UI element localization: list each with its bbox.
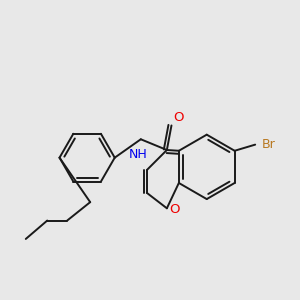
Text: Br: Br	[262, 138, 276, 151]
Text: O: O	[173, 111, 184, 124]
Text: NH: NH	[128, 148, 147, 161]
Text: O: O	[169, 203, 180, 216]
